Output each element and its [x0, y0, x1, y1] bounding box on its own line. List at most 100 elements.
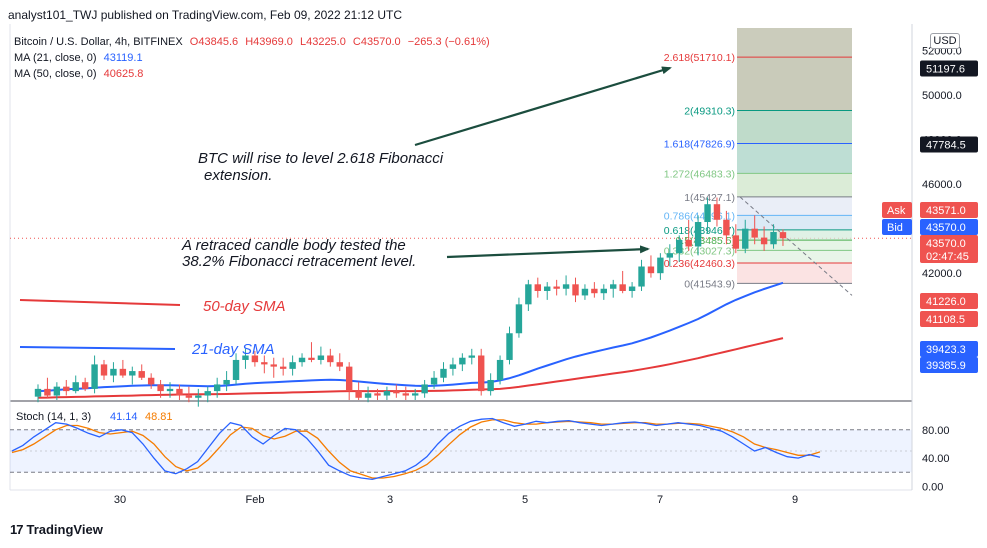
price-label-text: 47784.5 — [926, 139, 966, 151]
chart-legend: Bitcoin / U.S. Dollar, 4h, BITFINEX O438… — [14, 34, 494, 82]
candle-body — [459, 357, 466, 365]
candle — [666, 244, 674, 267]
candle — [468, 348, 475, 365]
price-label: 51197.6 — [920, 60, 978, 77]
fib-level-label: 2(49310.3) — [684, 106, 735, 118]
ma50-row[interactable]: MA (50, close, 0) 40625.8 — [14, 66, 494, 82]
price-label: 43570.002:47:45 — [920, 235, 978, 263]
ma21-row[interactable]: MA (21, close, 0) 43119.1 — [14, 50, 494, 66]
candle — [534, 277, 541, 298]
candle — [261, 355, 268, 374]
candle-body — [638, 266, 645, 287]
annotations: BTC will rise to level 2.618 Fibonacciex… — [19, 66, 672, 358]
candle-body — [251, 355, 259, 363]
candle — [242, 348, 249, 369]
candle-body — [468, 355, 475, 358]
candle — [600, 284, 607, 300]
candle-body — [742, 228, 749, 249]
candle — [289, 355, 296, 376]
price-label-bg — [920, 357, 978, 373]
candle-body — [119, 368, 127, 376]
candle-body — [336, 362, 343, 367]
candle — [619, 270, 626, 294]
candle — [44, 377, 51, 398]
candle-body — [213, 384, 221, 392]
candle-body — [732, 235, 740, 249]
price-label-text: 41226.0 — [926, 296, 966, 308]
candle — [544, 282, 551, 300]
fib-level-label: 0(41543.9) — [684, 278, 735, 290]
price-tag-bg — [882, 202, 912, 218]
candle-body — [487, 379, 494, 392]
candle-body — [195, 395, 202, 398]
candle-body — [110, 368, 117, 376]
fib-level-label: 1.618(47826.9) — [664, 139, 735, 151]
sma21-key-label: 21-day SMA — [191, 341, 275, 358]
candle — [63, 379, 70, 396]
stoch-tick-label: 40.00 — [922, 453, 950, 465]
candle — [430, 371, 438, 389]
fib-band — [737, 143, 852, 174]
price-label-countdown: 02:47:45 — [926, 251, 969, 263]
candle — [383, 386, 391, 400]
candle — [562, 275, 570, 296]
currency-badge[interactable]: USD — [930, 33, 960, 49]
candle — [553, 279, 560, 296]
candle — [364, 386, 372, 403]
candle-body — [619, 284, 626, 291]
candle-body — [610, 284, 617, 289]
candle-body — [544, 286, 551, 291]
candle-body — [355, 391, 362, 398]
fib-level-label: 2.618(51710.1) — [664, 52, 735, 64]
candle-body — [223, 379, 230, 385]
ma21-label: MA (21, close, 0) — [14, 52, 97, 64]
open-value: O43845.6 — [189, 36, 239, 48]
candle-body — [713, 204, 721, 220]
fib-band — [737, 215, 852, 230]
sma50-key-line — [19, 299, 181, 306]
price-label-text: 51197.6 — [926, 64, 965, 76]
fib-band — [737, 229, 852, 241]
candle-body — [478, 355, 485, 392]
candle-body — [374, 393, 381, 396]
candle — [355, 382, 362, 400]
candle-body — [412, 393, 419, 396]
candle-body — [591, 288, 598, 294]
candle — [694, 215, 702, 256]
candle-body — [166, 388, 174, 392]
candle-body — [525, 284, 532, 305]
candle-body — [515, 304, 523, 334]
candle-body — [176, 388, 183, 396]
ma50-value: 40625.8 — [103, 68, 144, 80]
symbol-name[interactable]: Bitcoin / U.S. Dollar, 4h, BITFINEX — [14, 36, 183, 48]
price-tick-label: 50000.0 — [922, 90, 962, 102]
price-label-text: 41108.5 — [926, 314, 965, 326]
fib-level-label: 0.382(43027.3) — [664, 245, 735, 257]
price-axis: 52000.050000.048000.046000.042000.038400… — [882, 24, 978, 490]
annotation-target-line2: extension. — [204, 167, 272, 184]
candle — [195, 388, 202, 407]
candle-body — [685, 239, 692, 247]
sma21-key-line — [19, 346, 176, 350]
price-tag-text: Ask — [887, 205, 906, 217]
ma50-label: MA (50, close, 0) — [14, 68, 97, 80]
candle-body — [496, 359, 504, 380]
ma21-line — [37, 281, 784, 393]
candle-body — [91, 364, 98, 389]
candle — [779, 229, 787, 246]
annotation-target-line1: BTC will rise to level 2.618 Fibonacci — [198, 150, 444, 167]
fib-band — [737, 250, 852, 263]
candle — [402, 386, 409, 400]
time-tick-label: 30 — [114, 494, 126, 506]
candle-body — [72, 382, 79, 392]
candle-body — [581, 288, 589, 296]
tradingview-footer[interactable]: 17 TradingView — [10, 522, 103, 537]
price-label-text: 43571.0 — [926, 205, 966, 217]
candle — [487, 373, 494, 396]
candle-body — [383, 391, 391, 396]
candle — [166, 382, 174, 398]
fib-band — [737, 110, 852, 144]
candle — [525, 279, 532, 312]
candle-body — [440, 368, 447, 378]
